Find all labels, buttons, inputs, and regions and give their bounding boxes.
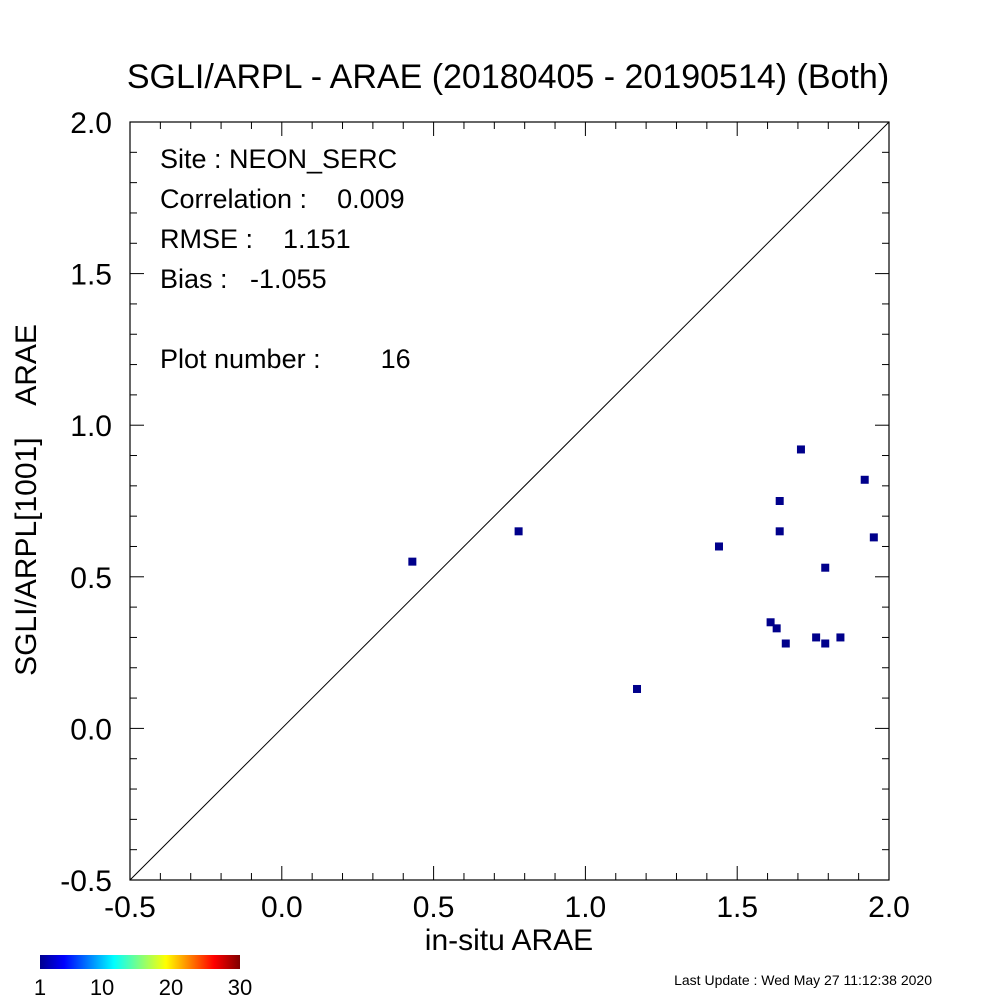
y-tick-label: 1.0 [70,410,112,443]
y-tick-labels: -0.5 0.0 0.5 1.0 1.5 2.0 [60,107,112,898]
x-axis-label: in-situ ARAE [425,924,593,957]
x-tick-label: -0.5 [104,891,156,924]
data-point [714,542,723,551]
colorbar-tick-label: 1 [34,975,46,1000]
y-tick-label: -0.5 [60,865,112,898]
data-point [514,527,523,536]
data-point [860,475,869,484]
stat-site: Site : NEON_SERC [160,144,397,174]
data-point [781,639,790,648]
last-update-text: Last Update : Wed May 27 11:12:38 2020 [674,972,932,988]
stat-plot-number: Plot number : 16 [160,344,411,374]
colorbar-tick-labels: 1 10 20 30 [34,975,252,1000]
stat-rmse: RMSE : 1.151 [160,224,351,254]
stat-bias: Bias : -1.055 [160,264,327,294]
colorbar-tick-label: 10 [90,975,114,1000]
data-point [408,557,417,566]
data-points [408,445,878,693]
colorbar-tick-label: 20 [159,975,183,1000]
data-point [821,563,830,572]
y-tick-label: 2.0 [70,107,112,140]
data-point [775,527,784,536]
colorbar-tick-label: 30 [228,975,252,1000]
colorbar [40,955,240,969]
data-point [836,633,845,642]
axis-ticks [129,121,890,881]
y-tick-label: 0.5 [70,562,112,595]
data-point [633,684,642,693]
one-to-one-line [130,122,889,880]
y-tick-label: 0.0 [70,713,112,746]
data-point [772,624,781,633]
data-point [812,633,821,642]
data-point [766,618,775,627]
x-tick-label: 2.0 [868,891,910,924]
y-axis-label: SGLI/ARPL[1001] ARAE [10,324,43,676]
x-tick-label: 0.0 [261,891,303,924]
stats-box: Site : NEON_SERC Correlation : 0.009 RMS… [160,144,411,374]
chart-title: SGLI/ARPL - ARAE (20180405 - 20190514) (… [127,58,889,96]
x-tick-label: 1.0 [565,891,607,924]
data-point [869,533,878,542]
x-tick-label: 0.5 [413,891,455,924]
stat-correlation: Correlation : 0.009 [160,184,405,214]
y-tick-label: 1.5 [70,259,112,292]
x-tick-label: 1.5 [716,891,758,924]
data-point [796,445,805,454]
x-tick-labels: -0.5 0.0 0.5 1.0 1.5 2.0 [104,891,910,924]
data-point [821,639,830,648]
data-point [775,497,784,505]
plot-frame [129,121,890,881]
